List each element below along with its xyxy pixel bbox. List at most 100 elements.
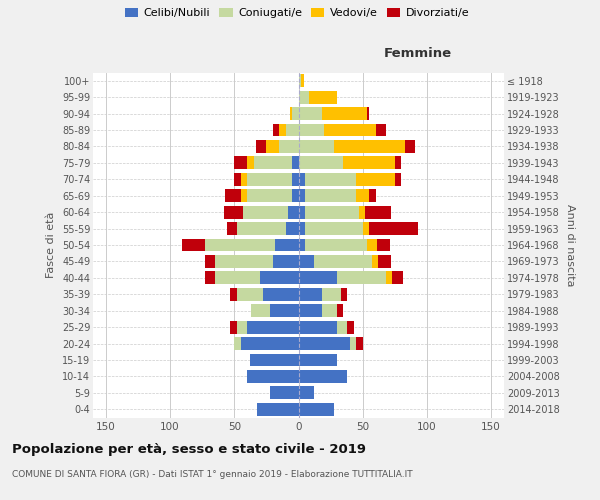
Text: Popolazione per età, sesso e stato civile - 2019: Popolazione per età, sesso e stato civil…	[12, 442, 366, 456]
Bar	[299, 403, 334, 415]
Bar	[395, 156, 401, 170]
Bar	[322, 304, 337, 317]
Bar	[299, 354, 337, 366]
Bar	[247, 190, 292, 202]
Bar	[292, 156, 299, 170]
Bar	[270, 386, 299, 400]
Bar	[273, 255, 299, 268]
Bar	[279, 140, 299, 153]
Bar	[225, 190, 241, 202]
Bar	[290, 107, 292, 120]
Bar	[273, 124, 279, 136]
Bar	[279, 124, 286, 136]
Bar	[356, 173, 395, 186]
Bar	[299, 74, 301, 87]
Bar	[299, 370, 347, 383]
Bar	[299, 272, 337, 284]
Bar	[234, 173, 241, 186]
Bar	[205, 272, 215, 284]
Bar	[260, 272, 299, 284]
Bar	[257, 403, 299, 415]
Bar	[299, 238, 305, 252]
Bar	[314, 255, 372, 268]
Bar	[322, 288, 341, 300]
Bar	[299, 255, 314, 268]
Bar	[299, 90, 309, 104]
Bar	[369, 222, 418, 235]
Bar	[372, 255, 378, 268]
Bar	[237, 320, 247, 334]
Bar	[334, 140, 405, 153]
Bar	[299, 288, 322, 300]
Text: COMUNE DI SANTA FIORA (GR) - Dati ISTAT 1° gennaio 2019 - Elaborazione TUTTITALI: COMUNE DI SANTA FIORA (GR) - Dati ISTAT …	[12, 470, 413, 479]
Bar	[369, 190, 376, 202]
Bar	[324, 124, 376, 136]
Bar	[386, 272, 392, 284]
Bar	[241, 173, 247, 186]
Bar	[405, 140, 415, 153]
Bar	[299, 107, 322, 120]
Bar	[305, 238, 367, 252]
Bar	[367, 107, 369, 120]
Bar	[347, 320, 354, 334]
Bar	[363, 222, 369, 235]
Bar	[299, 190, 305, 202]
Bar	[254, 156, 292, 170]
Bar	[299, 320, 337, 334]
Bar	[299, 337, 350, 350]
Y-axis label: Fasce di età: Fasce di età	[46, 212, 56, 278]
Bar	[234, 156, 247, 170]
Bar	[263, 288, 299, 300]
Bar	[301, 74, 304, 87]
Bar	[341, 288, 347, 300]
Bar	[365, 206, 391, 218]
Bar	[270, 304, 299, 317]
Bar	[376, 124, 386, 136]
Bar	[247, 156, 254, 170]
Y-axis label: Anni di nascita: Anni di nascita	[565, 204, 575, 286]
Bar	[275, 238, 299, 252]
Bar	[299, 140, 334, 153]
Bar	[299, 304, 322, 317]
Bar	[337, 272, 386, 284]
Bar	[286, 222, 299, 235]
Bar	[227, 222, 237, 235]
Bar	[256, 140, 266, 153]
Bar	[266, 140, 279, 153]
Bar	[392, 272, 403, 284]
Bar	[286, 124, 299, 136]
Bar	[224, 206, 243, 218]
Bar	[299, 222, 305, 235]
Bar	[292, 107, 299, 120]
Bar	[305, 206, 359, 218]
Bar	[250, 354, 299, 366]
Bar	[395, 173, 401, 186]
Legend: Celibi/Nubili, Coniugati/e, Vedovi/e, Divorziati/e: Celibi/Nubili, Coniugati/e, Vedovi/e, Di…	[121, 3, 473, 22]
Bar	[288, 206, 299, 218]
Bar	[247, 173, 292, 186]
Bar	[299, 386, 314, 400]
Bar	[205, 238, 275, 252]
Bar	[305, 173, 356, 186]
Text: Femmine: Femmine	[383, 48, 452, 60]
Bar	[292, 173, 299, 186]
Bar	[305, 222, 363, 235]
Bar	[247, 320, 299, 334]
Bar	[350, 337, 356, 350]
Bar	[337, 304, 343, 317]
Bar	[230, 320, 237, 334]
Bar	[322, 107, 367, 120]
Bar	[230, 288, 237, 300]
Bar	[299, 124, 324, 136]
Bar	[305, 190, 356, 202]
Bar	[237, 222, 286, 235]
Bar	[299, 156, 343, 170]
Bar	[359, 206, 365, 218]
Bar	[378, 255, 391, 268]
Bar	[241, 190, 247, 202]
Bar	[182, 238, 205, 252]
Bar	[234, 337, 241, 350]
Bar	[215, 255, 273, 268]
Bar	[337, 320, 347, 334]
Bar	[299, 206, 305, 218]
